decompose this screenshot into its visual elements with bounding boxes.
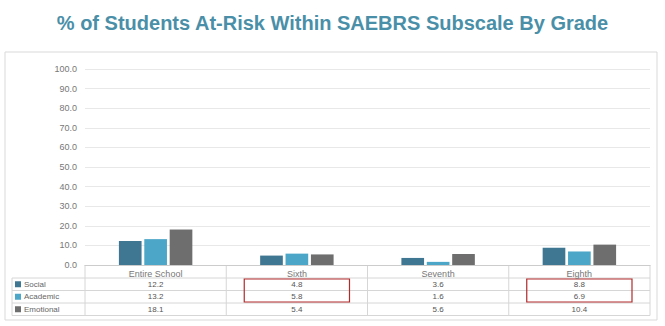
svg-text:12.2: 12.2 (148, 280, 164, 289)
svg-text:100.0: 100.0 (54, 64, 77, 74)
svg-text:5.6: 5.6 (433, 305, 445, 314)
svg-text:80.0: 80.0 (59, 103, 77, 113)
svg-text:10.0: 10.0 (59, 240, 77, 250)
svg-text:10.4: 10.4 (572, 305, 588, 314)
svg-text:8.8: 8.8 (574, 280, 586, 289)
svg-text:Social: Social (24, 280, 46, 289)
svg-text:0.0: 0.0 (64, 260, 77, 270)
svg-text:30.0: 30.0 (59, 201, 77, 211)
svg-text:5.8: 5.8 (291, 292, 303, 301)
svg-text:% of Students At-Risk Within S: % of Students At-Risk Within SAEBRS Subs… (57, 12, 608, 34)
svg-text:50.0: 50.0 (59, 162, 77, 172)
svg-text:1.6: 1.6 (433, 292, 445, 301)
svg-text:40.0: 40.0 (59, 182, 77, 192)
svg-text:Academic: Academic (24, 292, 59, 301)
svg-text:5.4: 5.4 (291, 305, 303, 314)
svg-text:18.1: 18.1 (148, 305, 164, 314)
svg-text:6.9: 6.9 (574, 292, 586, 301)
svg-text:90.0: 90.0 (59, 84, 77, 94)
svg-text:3.6: 3.6 (433, 280, 445, 289)
svg-text:70.0: 70.0 (59, 123, 77, 133)
svg-text:Entire School: Entire School (129, 269, 183, 279)
svg-text:Emotional: Emotional (24, 305, 60, 314)
svg-text:Seventh: Seventh (422, 269, 455, 279)
svg-text:20.0: 20.0 (59, 221, 77, 231)
svg-text:Sixth: Sixth (287, 269, 307, 279)
svg-text:4.8: 4.8 (291, 280, 303, 289)
svg-text:13.2: 13.2 (148, 292, 164, 301)
svg-text:60.0: 60.0 (59, 142, 77, 152)
svg-text:Eighth: Eighth (567, 269, 593, 279)
